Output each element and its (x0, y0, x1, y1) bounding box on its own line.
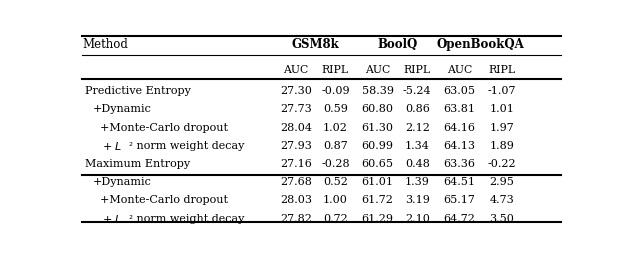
Text: -1.07: -1.07 (487, 86, 516, 96)
Text: 28.04: 28.04 (280, 123, 312, 133)
Text: 60.65: 60.65 (362, 159, 394, 169)
Text: +Dynamic: +Dynamic (92, 104, 151, 114)
Text: norm weight decay: norm weight decay (133, 214, 244, 224)
Text: BoolQ: BoolQ (378, 38, 417, 51)
Text: 27.68: 27.68 (280, 177, 312, 187)
Text: -0.28: -0.28 (321, 159, 349, 169)
Text: RIPL: RIPL (488, 65, 515, 75)
Text: 61.30: 61.30 (362, 123, 394, 133)
Text: +Dynamic: +Dynamic (92, 177, 151, 187)
Text: -0.22: -0.22 (487, 159, 516, 169)
Text: 27.93: 27.93 (280, 141, 312, 151)
Text: 64.16: 64.16 (444, 123, 476, 133)
Text: 1.97: 1.97 (489, 123, 514, 133)
Text: 60.99: 60.99 (362, 141, 394, 151)
Text: 58.39: 58.39 (362, 86, 394, 96)
Text: 64.72: 64.72 (444, 214, 476, 224)
Text: 2.10: 2.10 (405, 214, 429, 224)
Text: Predictive Entropy: Predictive Entropy (85, 86, 191, 96)
Text: -5.24: -5.24 (403, 86, 431, 96)
Text: 4.73: 4.73 (489, 195, 514, 206)
Text: 27.30: 27.30 (280, 86, 312, 96)
Text: 1.00: 1.00 (323, 195, 348, 206)
Text: RIPL: RIPL (322, 65, 349, 75)
Text: RIPL: RIPL (404, 65, 431, 75)
Text: Maximum Entropy: Maximum Entropy (85, 159, 190, 169)
Text: 1.34: 1.34 (405, 141, 429, 151)
Text: 1.01: 1.01 (489, 104, 514, 114)
Text: GSM8k: GSM8k (292, 38, 339, 51)
Text: 0.48: 0.48 (405, 159, 429, 169)
Text: 64.51: 64.51 (444, 177, 476, 187)
Text: 0.87: 0.87 (323, 141, 348, 151)
Text: 3.50: 3.50 (489, 214, 514, 224)
Text: +Monte-Carlo dropout: +Monte-Carlo dropout (100, 195, 228, 206)
Text: 0.72: 0.72 (323, 214, 348, 224)
Text: 60.80: 60.80 (362, 104, 394, 114)
Text: 2.12: 2.12 (405, 123, 429, 133)
Text: 28.03: 28.03 (280, 195, 312, 206)
Text: 27.82: 27.82 (280, 214, 312, 224)
Text: 63.05: 63.05 (444, 86, 476, 96)
Text: 2.95: 2.95 (489, 177, 514, 187)
Text: 63.81: 63.81 (444, 104, 476, 114)
Text: Method: Method (83, 38, 129, 51)
Text: AUC: AUC (447, 65, 472, 75)
Text: 0.52: 0.52 (323, 177, 348, 187)
Text: AUC: AUC (365, 65, 390, 75)
Text: 61.29: 61.29 (362, 214, 394, 224)
Text: $^2$: $^2$ (128, 214, 134, 223)
Text: 61.01: 61.01 (362, 177, 394, 187)
Text: 3.19: 3.19 (405, 195, 429, 206)
Text: 0.86: 0.86 (405, 104, 429, 114)
Text: 64.13: 64.13 (444, 141, 476, 151)
Text: +Monte-Carlo dropout: +Monte-Carlo dropout (100, 123, 228, 133)
Text: + $L$: + $L$ (102, 213, 123, 225)
Text: -0.09: -0.09 (321, 86, 349, 96)
Text: 27.16: 27.16 (280, 159, 312, 169)
Text: 61.72: 61.72 (362, 195, 394, 206)
Text: 27.73: 27.73 (280, 104, 312, 114)
Text: + $L$: + $L$ (102, 140, 123, 152)
Text: 63.36: 63.36 (444, 159, 476, 169)
Text: 65.17: 65.17 (444, 195, 476, 206)
Text: $^2$: $^2$ (128, 141, 134, 150)
Text: OpenBookQA: OpenBookQA (436, 38, 524, 51)
Text: 1.39: 1.39 (405, 177, 429, 187)
Text: 1.02: 1.02 (323, 123, 348, 133)
Text: 0.59: 0.59 (323, 104, 348, 114)
Text: norm weight decay: norm weight decay (133, 141, 244, 151)
Text: AUC: AUC (283, 65, 308, 75)
Text: 1.89: 1.89 (489, 141, 514, 151)
